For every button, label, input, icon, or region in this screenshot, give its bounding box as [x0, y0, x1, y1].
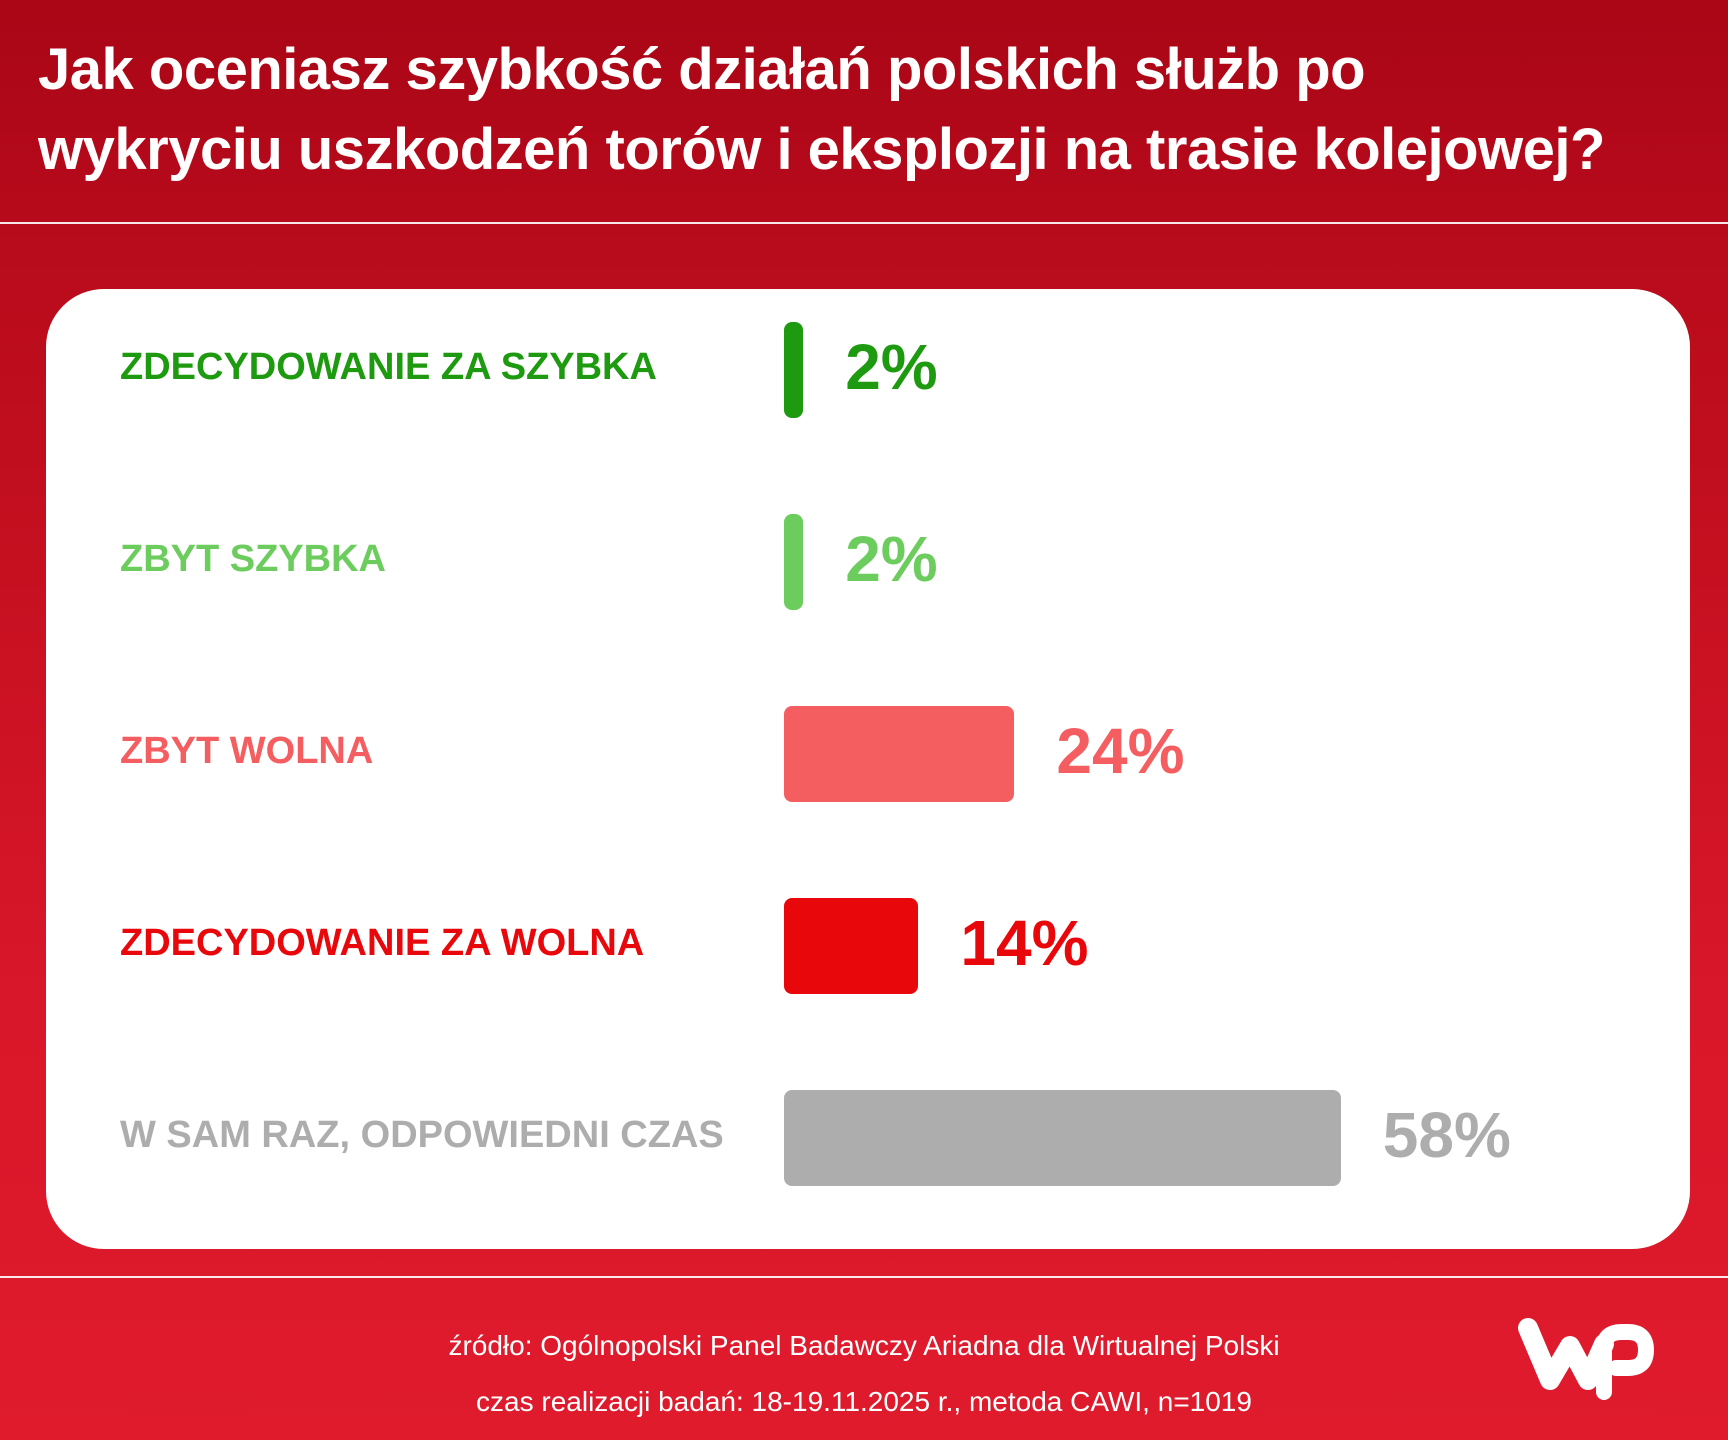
footer-divider — [0, 1276, 1728, 1278]
chart-title-line-2: wykryciu uszkodzeń torów i eksplozji na … — [38, 117, 1605, 182]
bar — [784, 1090, 1341, 1186]
bar — [784, 322, 804, 418]
category-label: ZDECYDOWANIE ZA WOLNA — [120, 922, 645, 964]
wp-logo-icon — [1518, 1318, 1654, 1400]
chart-title-line-1: Jak oceniasz szybkość działań polskich s… — [38, 37, 1366, 102]
chart-title: Jak oceniasz szybkość działań polskich s… — [38, 30, 1718, 190]
chart-row: W SAM RAZ, ODPOWIEDNI CZAS 58% — [46, 1085, 1690, 1186]
chart-row: ZDECYDOWANIE ZA SZYBKA 2% — [46, 317, 1690, 418]
category-label: W SAM RAZ, ODPOWIEDNI CZAS — [120, 1114, 724, 1156]
value-label: 58% — [1382, 1099, 1511, 1171]
chart-card: ZDECYDOWANIE ZA SZYBKA 2% ZBYT SZYBKA 2%… — [46, 289, 1690, 1249]
value-label: 2% — [845, 331, 938, 403]
bar — [784, 514, 804, 610]
value-label: 14% — [960, 907, 1089, 979]
category-label: ZBYT SZYBKA — [120, 538, 386, 580]
chart-row: ZDECYDOWANIE ZA WOLNA 14% — [46, 893, 1690, 994]
source-footer: źródło: Ogólnopolski Panel Badawczy Aria… — [0, 1318, 1728, 1430]
bar — [784, 706, 1015, 802]
source-text: źródło: Ogólnopolski Panel Badawczy Aria… — [448, 1330, 1280, 1361]
header — [0, 0, 1728, 222]
value-label: 2% — [845, 523, 938, 595]
chart-row: ZBYT WOLNA 24% — [46, 701, 1690, 802]
bar — [784, 898, 919, 994]
category-label: ZBYT WOLNA — [120, 730, 374, 772]
header-divider — [0, 222, 1728, 224]
value-label: 24% — [1056, 715, 1185, 787]
survey-details-text: czas realizacji badań: 18-19.11.2025 r.,… — [476, 1386, 1252, 1417]
category-label: ZDECYDOWANIE ZA SZYBKA — [120, 346, 657, 388]
chart-row: ZBYT SZYBKA 2% — [46, 509, 1690, 610]
